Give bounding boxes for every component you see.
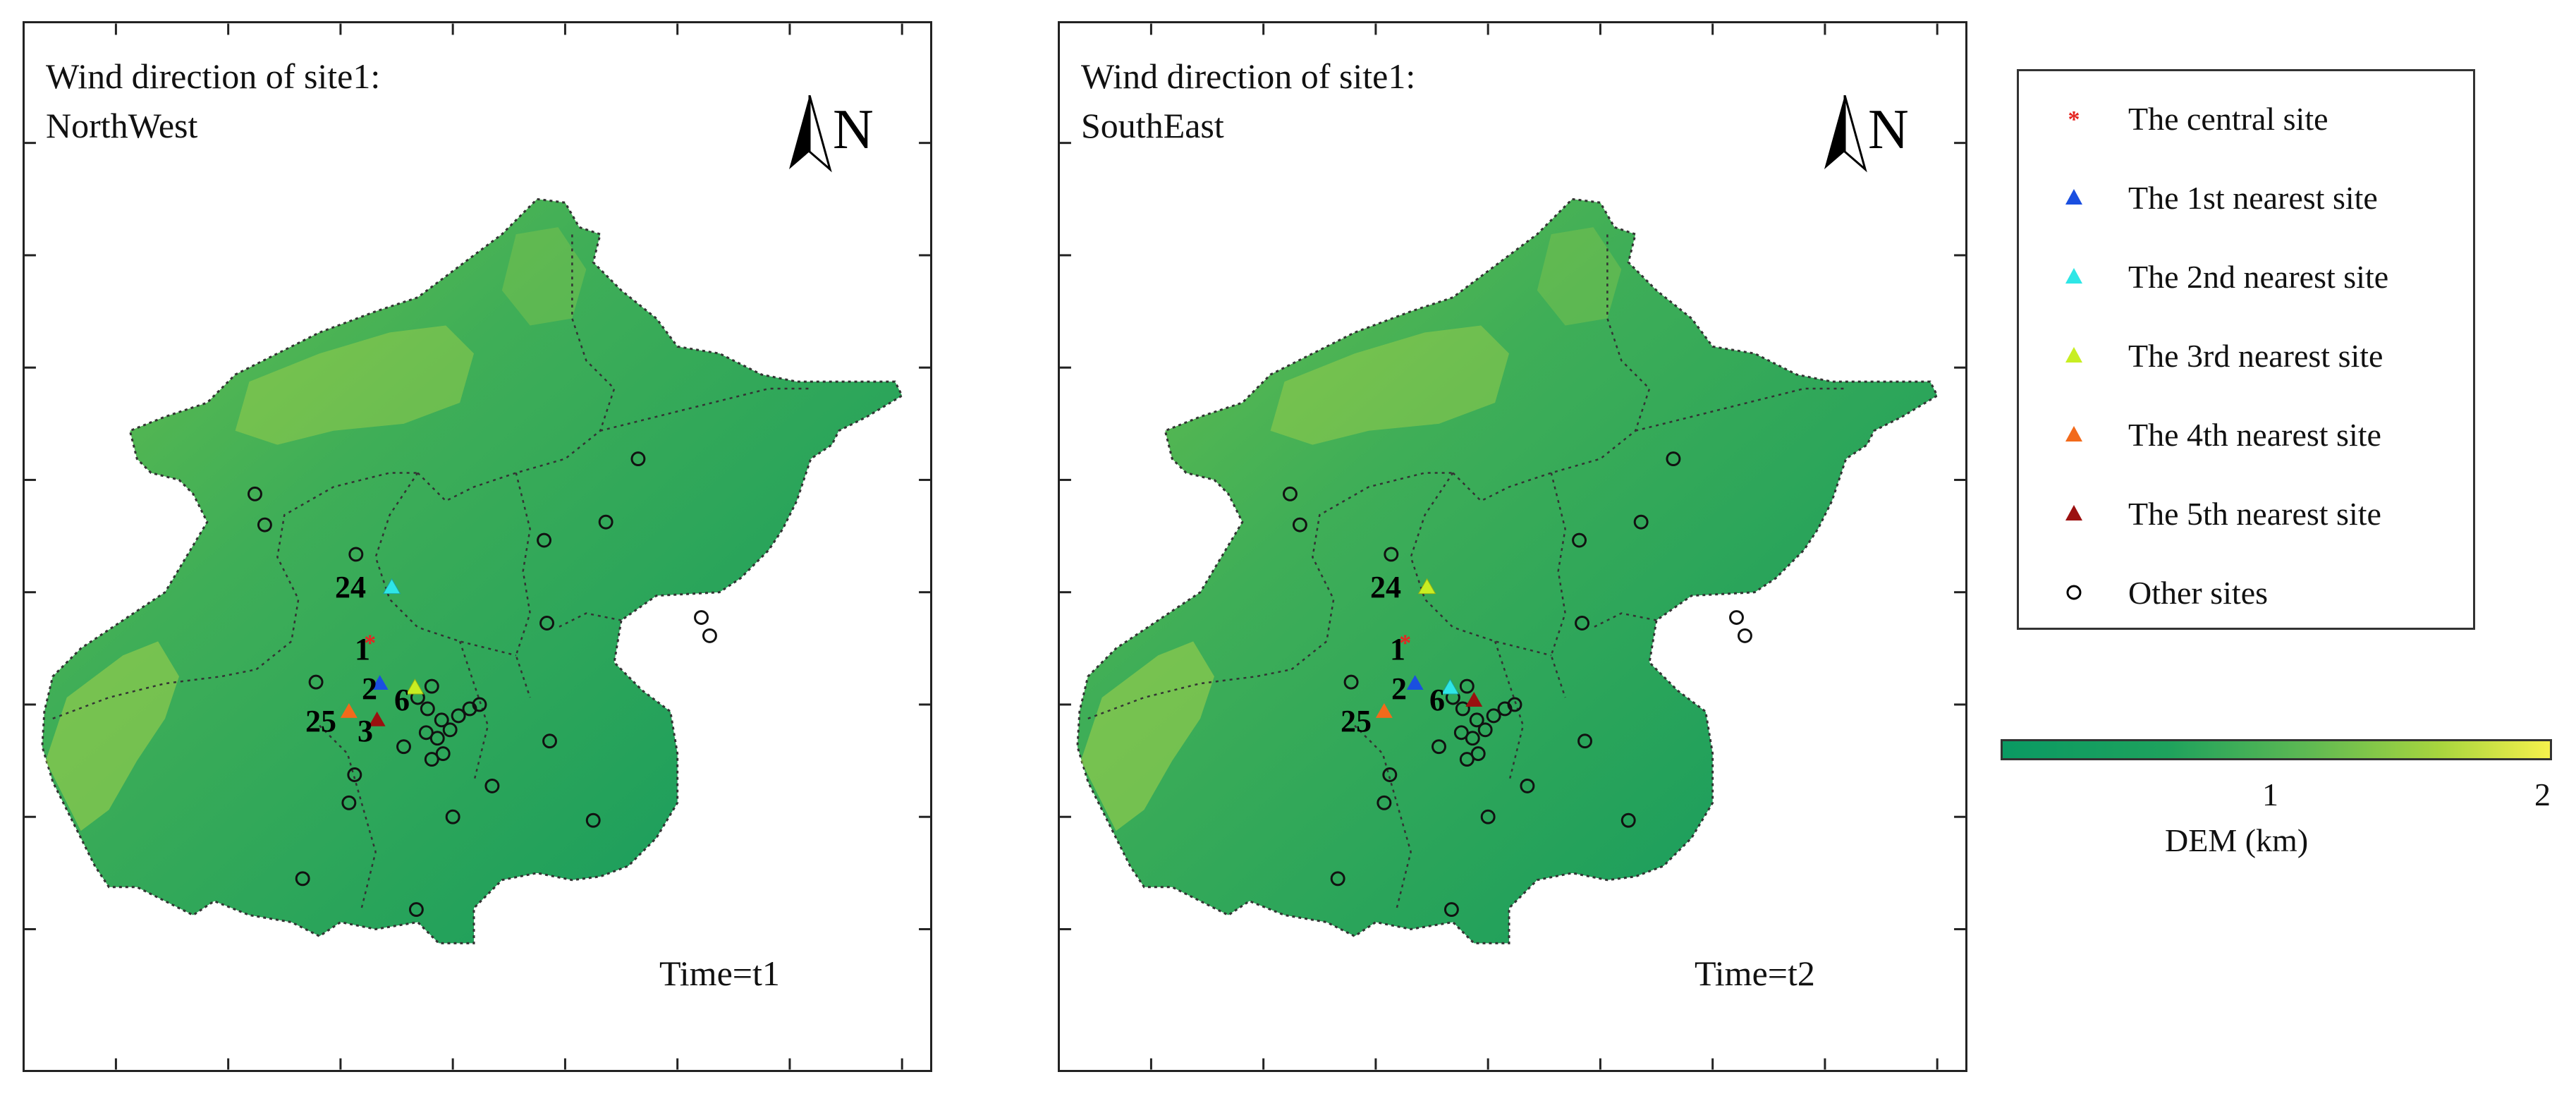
wind-title-line2: SouthEast	[1081, 106, 1224, 145]
district-borders	[1087, 234, 1846, 908]
triangle-icon	[2065, 426, 2082, 442]
beijing-region	[41, 197, 904, 944]
highland-north	[1270, 325, 1510, 445]
district-borders	[52, 234, 811, 908]
north-letter: N	[833, 99, 874, 161]
legend-label: The central site	[2128, 100, 2328, 137]
map-panel-t1: * 24 1 2 6 25 3 Wind direction of site1:…	[23, 21, 932, 1072]
map-panel-t2: * 24 1 2 6 25 Wind direction of site1: S…	[1058, 21, 1967, 1072]
north-arrow: N	[1813, 88, 1926, 173]
legend-item-5th-nearest: The 5th nearest site	[2019, 489, 2473, 538]
site-5th-nearest	[368, 711, 386, 726]
site-2nd-nearest	[382, 578, 401, 595]
site-label-6: 6	[394, 683, 410, 717]
legend-item-other-sites: Other sites	[2019, 568, 2473, 617]
site-label-25: 25	[305, 704, 336, 738]
site-4th-nearest	[1375, 702, 1393, 718]
site-3rd-nearest	[1417, 578, 1436, 595]
wind-direction-title: Wind direction of site1: SouthEast	[1081, 51, 1415, 150]
legend-label: The 2nd nearest site	[2128, 258, 2389, 295]
central-site-marker: *	[1399, 630, 1411, 656]
legend-label: The 1st nearest site	[2128, 179, 2378, 216]
legend-item-1st-nearest: The 1st nearest site	[2019, 173, 2473, 222]
colorbar-tick-1: 1	[2262, 777, 2278, 812]
colorbar-label: DEM (km)	[2165, 822, 2309, 858]
site-label-6: 6	[1429, 683, 1445, 717]
wind-direction-title: Wind direction of site1: NorthWest	[46, 51, 380, 150]
wind-title-line2: NorthWest	[46, 106, 198, 145]
map-svg-t1: *	[25, 23, 930, 1070]
highland-northeast	[501, 227, 587, 326]
site-label-1: 1	[355, 632, 370, 666]
circle-icon	[2066, 585, 2082, 600]
site-4th-nearest	[340, 702, 358, 718]
central-site-marker: *	[364, 630, 376, 656]
legend-item-4th-nearest: The 4th nearest site	[2019, 410, 2473, 459]
triangle-icon	[2065, 189, 2082, 205]
north-arrow-icon	[1824, 95, 1867, 173]
north-letter: N	[1868, 99, 1909, 161]
site-label-25: 25	[1341, 704, 1372, 738]
site-label-24: 24	[1370, 570, 1401, 604]
highland-northeast	[1537, 227, 1622, 326]
highland-west	[1080, 641, 1214, 832]
site-3rd-nearest	[405, 678, 425, 695]
legend-label: The 3rd nearest site	[2128, 337, 2383, 374]
map-svg-t2: *	[1060, 23, 1965, 1070]
site-label-3: 3	[358, 714, 373, 748]
legend-item-central-site: * The central site	[2019, 94, 2473, 143]
site-2nd-nearest	[1441, 678, 1460, 695]
legend-item-3rd-nearest: The 3rd nearest site	[2019, 331, 2473, 380]
highland-west	[45, 641, 179, 832]
site-label-1: 1	[1390, 632, 1405, 666]
time-label: Time=t1	[659, 954, 780, 993]
north-arrow: N	[778, 88, 891, 173]
site-1st-nearest	[1406, 675, 1424, 690]
highland-north	[235, 325, 475, 445]
svg-text:*: *	[2068, 106, 2080, 131]
north-arrow-icon	[789, 95, 832, 173]
triangle-icon	[2065, 347, 2082, 363]
wind-title-line1: Wind direction of site1:	[1081, 56, 1416, 96]
triangle-icon	[2065, 505, 2082, 520]
legend: * The central site The 1st nearest site …	[2017, 69, 2475, 630]
asterisk-icon: *	[2068, 106, 2080, 131]
legend-label: The 5th nearest site	[2128, 495, 2381, 532]
legend-item-2nd-nearest: The 2nd nearest site	[2019, 252, 2473, 301]
dem-colorbar	[2001, 739, 2552, 760]
beijing-region	[1076, 197, 1939, 944]
site-label-2: 2	[362, 671, 377, 706]
colorbar-tick-2: 2	[2534, 777, 2551, 812]
site-label-24: 24	[335, 570, 366, 604]
site-label-2: 2	[1391, 671, 1407, 706]
other-sites	[248, 451, 717, 918]
axis-ticks	[25, 23, 930, 1070]
legend-label: The 4th nearest site	[2128, 416, 2381, 453]
legend-label: Other sites	[2128, 574, 2269, 611]
wind-title-line1: Wind direction of site1:	[46, 56, 381, 96]
axis-ticks	[1060, 23, 1965, 1070]
site-1st-nearest	[371, 675, 389, 690]
time-label: Time=t2	[1695, 954, 1815, 993]
site-5th-nearest	[1465, 692, 1483, 707]
triangle-icon	[2065, 268, 2082, 284]
